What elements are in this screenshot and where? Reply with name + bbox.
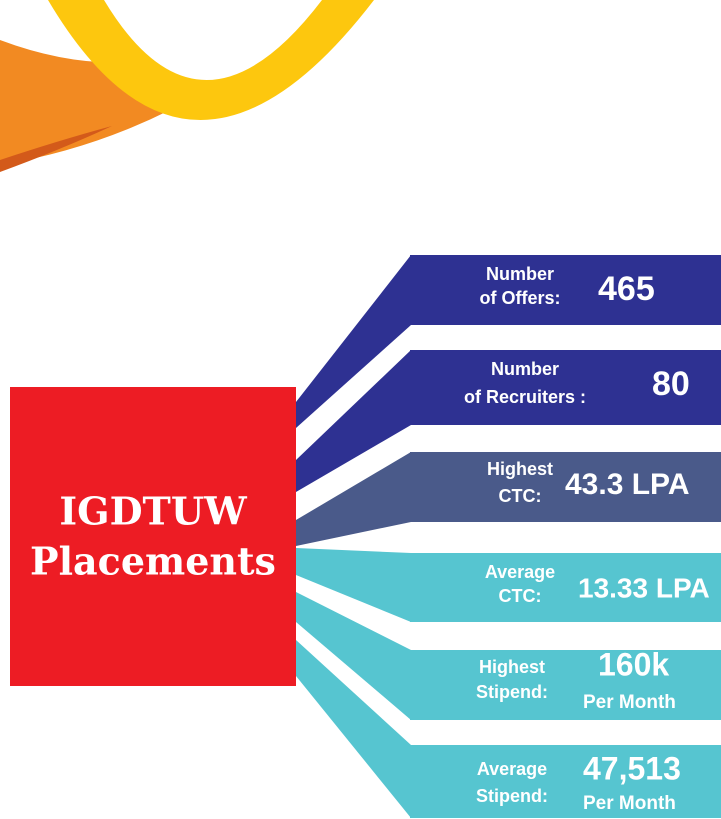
connector [296, 548, 411, 622]
stat-band [410, 255, 721, 325]
stat-label: Stipend: [476, 786, 548, 806]
connector [296, 452, 411, 546]
stat-band [410, 745, 721, 818]
stat-band [410, 350, 721, 425]
connector [296, 350, 411, 492]
title-line: IGDTUW [59, 489, 248, 534]
title-box [10, 387, 296, 686]
stat-label: Average [477, 759, 547, 779]
stat-label: Number [491, 359, 559, 379]
dark-swoosh [0, 126, 112, 172]
stat-label: Highest [479, 657, 545, 677]
stat-label: of Recruiters : [464, 387, 586, 407]
connector [296, 592, 411, 720]
stat-value: 160k [598, 646, 669, 682]
stat-label: of Offers: [480, 288, 561, 308]
stat-unit: Per Month [583, 793, 676, 814]
stat-value: 13.33 LPA [578, 572, 710, 603]
stat-label: CTC: [499, 486, 542, 506]
stat-label: Average [485, 562, 555, 582]
yellow-ring [48, 0, 374, 120]
stat-label: Stipend: [476, 682, 548, 702]
stat-value: 43.3 LPA [565, 468, 690, 501]
stat-label: Highest [487, 459, 553, 479]
title-line: Placements [30, 539, 276, 584]
stat-band [410, 650, 721, 720]
stat-label: Number [486, 264, 554, 284]
stat-label: CTC: [499, 586, 542, 606]
stat-unit: Per Month [583, 692, 676, 713]
connector [296, 255, 411, 428]
stat-band [410, 553, 721, 622]
stat-value: 47,513 [583, 750, 681, 786]
connector [296, 640, 411, 818]
stat-band [410, 452, 721, 522]
stat-value: 465 [598, 270, 655, 308]
stat-value: 80 [652, 365, 690, 403]
